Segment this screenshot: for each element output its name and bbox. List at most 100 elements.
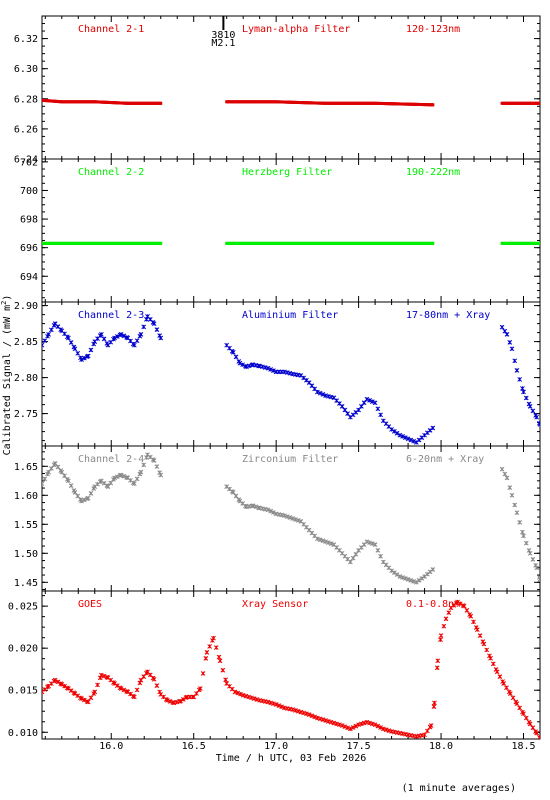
data-point xyxy=(527,721,533,727)
data-point xyxy=(154,683,160,688)
data-point xyxy=(538,101,540,105)
y-tick-label: 694 xyxy=(20,272,38,283)
data-point xyxy=(42,476,48,482)
panel-filter: Xray Sensor xyxy=(242,599,308,610)
data-point xyxy=(375,548,381,553)
data-point xyxy=(430,425,436,431)
data-point xyxy=(306,712,312,717)
data-point xyxy=(405,577,411,582)
data-point xyxy=(499,324,505,330)
data-point xyxy=(59,469,65,475)
data-point xyxy=(438,633,444,638)
flare-marker: 3810 M2.1 xyxy=(211,16,235,49)
x-tick-label: 16.5 xyxy=(182,741,206,752)
data-point xyxy=(443,616,449,622)
footnote: (1 minute averages) xyxy=(402,783,516,794)
data-point xyxy=(290,707,296,712)
data-point xyxy=(367,720,372,726)
data-point xyxy=(504,685,509,691)
data-point xyxy=(370,399,375,404)
data-point xyxy=(48,466,54,471)
data-point xyxy=(484,647,490,653)
data-point xyxy=(534,730,540,736)
data-point xyxy=(287,515,293,520)
data-point xyxy=(178,698,183,704)
data-point xyxy=(118,472,124,478)
data-point xyxy=(95,682,100,688)
x-tick-label: 17.0 xyxy=(264,741,288,752)
data-point xyxy=(99,672,104,678)
data-point xyxy=(326,540,331,546)
data-point xyxy=(85,699,91,705)
data-point xyxy=(372,400,378,406)
y-tick-label: 2.75 xyxy=(14,409,38,420)
data-point xyxy=(507,340,513,345)
panels: 6.24 6.26 6.28 6.30 6.32 Channel 2-1 Lyman-alp… xyxy=(8,15,541,740)
data-point xyxy=(430,567,436,572)
data-point xyxy=(244,364,249,370)
data-point xyxy=(507,691,513,696)
y-tick-label: 2.80 xyxy=(14,373,38,384)
data-point xyxy=(457,601,463,607)
data-point xyxy=(411,578,416,584)
data-point xyxy=(284,514,290,519)
data-point xyxy=(527,550,533,556)
data-point xyxy=(240,362,245,368)
y-tick-label: 6.32 xyxy=(14,34,38,45)
data-point xyxy=(265,507,271,513)
data-point xyxy=(112,475,117,481)
data-point xyxy=(438,637,443,643)
data-point xyxy=(359,721,364,727)
data-point xyxy=(502,471,508,477)
flare-time-label: 3810 xyxy=(211,30,235,41)
y-tick-label: 1.65 xyxy=(14,462,38,473)
data-point xyxy=(159,101,163,105)
data-point xyxy=(265,365,271,371)
data-point xyxy=(509,346,515,352)
data-point xyxy=(520,386,525,391)
data-point xyxy=(320,717,326,723)
data-point xyxy=(370,721,375,727)
x-axis-label: Time / h UTC, 03 Feb 2026 xyxy=(216,753,367,764)
data-point xyxy=(530,725,536,731)
data-point xyxy=(337,722,342,728)
panel-title: Channel 2-1 xyxy=(78,24,144,35)
data-point xyxy=(512,502,518,508)
data-point xyxy=(254,697,260,702)
data-point xyxy=(131,694,137,700)
x-tick-label: 18.0 xyxy=(429,741,453,752)
data-point xyxy=(282,513,287,518)
x-tick-label: 17.5 xyxy=(347,741,371,752)
data-point xyxy=(213,645,219,650)
data-point xyxy=(328,541,334,546)
data-point xyxy=(394,572,400,577)
data-point xyxy=(431,103,435,107)
data-point xyxy=(233,493,239,499)
data-point xyxy=(131,342,137,348)
data-point xyxy=(402,576,408,581)
data-point xyxy=(509,492,515,498)
data-point xyxy=(154,327,160,332)
data-point xyxy=(422,732,427,738)
panel-filter: Herzberg Filter xyxy=(242,167,332,178)
data-point xyxy=(402,435,408,440)
y-tick-label: 2.85 xyxy=(14,337,38,348)
data-point xyxy=(85,353,91,359)
data-point xyxy=(200,671,206,676)
y-tick-label: 1.50 xyxy=(14,549,38,560)
series xyxy=(42,452,540,585)
data-point xyxy=(301,710,307,716)
data-point xyxy=(309,713,315,719)
data-point xyxy=(320,392,326,397)
data-point xyxy=(501,681,507,686)
data-point xyxy=(378,412,383,418)
data-point xyxy=(523,540,529,546)
data-point xyxy=(521,711,526,717)
data-point xyxy=(361,720,367,726)
data-point xyxy=(353,551,359,557)
data-point xyxy=(191,694,197,700)
data-point xyxy=(375,723,381,729)
data-point xyxy=(79,696,84,701)
data-point xyxy=(364,396,370,402)
y-tick-label: 698 xyxy=(20,215,38,226)
